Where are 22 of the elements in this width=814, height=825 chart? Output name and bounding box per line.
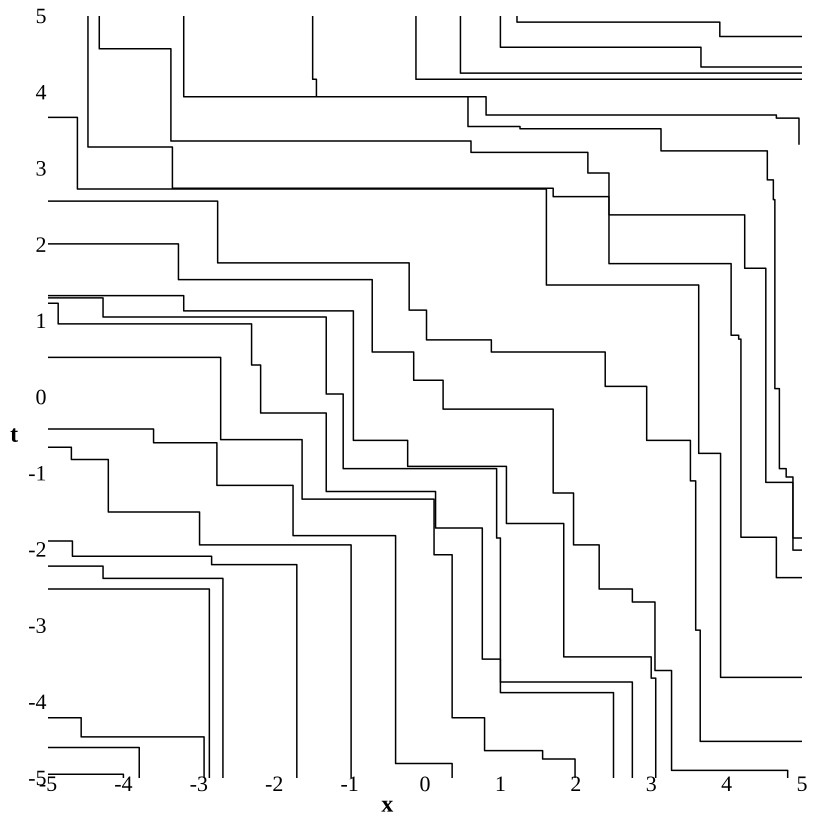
x-axis-title: x [381,800,394,812]
y-tick-label: -2 [29,542,46,557]
y-tick-label: 0 [36,390,46,404]
x-tick-label: 3 [646,776,656,792]
x-tick-label: 5 [798,776,807,792]
y-axis-title: t [10,428,18,442]
y-tick-label: 5 [36,8,46,24]
y-tick-label: 1 [37,314,46,328]
y-tick-label: 3 [36,161,46,176]
x-tick-label: 1 [496,776,505,791]
y-tick-label: -4 [29,694,46,710]
x-tick-label: -2 [266,776,282,792]
x-tick-label: 0 [420,776,430,792]
y-tick-label: -3 [29,618,46,633]
x-tick-label: -1 [341,776,358,791]
y-tick-label: 2 [36,237,46,252]
y-tick-label: 4 [36,84,46,100]
y-tick-label: -1 [29,466,46,480]
x-tick-label: 2 [571,776,580,792]
x-tick-label: -4 [115,776,132,791]
x-tick-label: 4 [722,776,732,791]
x-tick-label: -3 [190,776,208,792]
